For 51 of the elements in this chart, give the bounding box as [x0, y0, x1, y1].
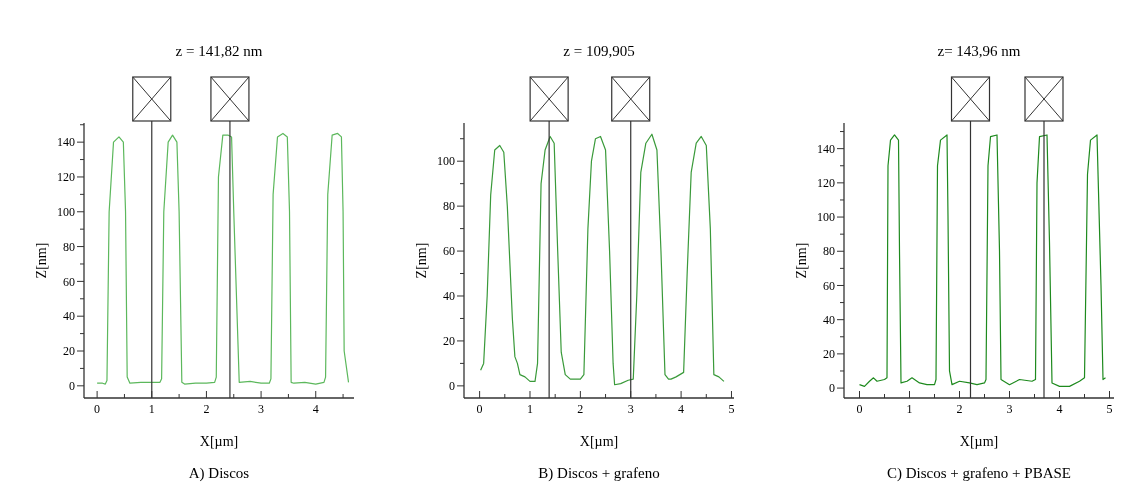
x-tick-label: 0: [476, 402, 483, 416]
x-tick-label: 2: [203, 402, 210, 416]
y-tick-label: 100: [817, 210, 835, 225]
x-tick-label: 0: [94, 402, 101, 416]
y-tick-label: 80: [443, 199, 455, 214]
chart-title: z = 141,82 nm: [175, 43, 263, 59]
y-tick-label: 120: [817, 176, 835, 191]
x-tick-label: 1: [148, 402, 155, 416]
y-tick-label: 20: [63, 344, 75, 359]
x-tick-label: 1: [906, 402, 913, 416]
x-tick-label: 3: [258, 402, 265, 416]
x-axis-title: X[µm]: [579, 434, 619, 449]
x-tick-label: 5: [728, 402, 735, 416]
y-tick-label: 40: [63, 309, 75, 324]
x-tick-label: 4: [1056, 402, 1063, 416]
x-tick-label: 2: [956, 402, 963, 416]
y-tick-label: 80: [63, 239, 75, 254]
y-tick-label: 40: [443, 289, 455, 304]
y-tick-label: 140: [817, 141, 835, 156]
y-tick-label: 100: [57, 204, 75, 219]
y-tick-label: 60: [63, 274, 75, 289]
x-axis-title: X[µm]: [959, 434, 999, 449]
x-tick-label: 4: [312, 402, 319, 416]
x-tick-label: 5: [1106, 402, 1113, 416]
y-tick-label: 120: [57, 170, 75, 185]
y-tick-label: 60: [823, 278, 835, 293]
y-tick-label: 0: [829, 381, 835, 396]
x-tick-label: 0: [856, 402, 863, 416]
y-tick-label: 20: [443, 334, 455, 349]
x-tick-label: 4: [678, 402, 685, 416]
y-tick-label: 20: [823, 347, 835, 362]
x-tick-label: 1: [526, 402, 533, 416]
y-tick-label: 80: [823, 244, 835, 259]
y-tick-label: 60: [443, 244, 455, 259]
y-axis-title: Z[nm]: [414, 242, 429, 279]
y-axis-title: Z[nm]: [794, 242, 809, 279]
y-axis-title: Z[nm]: [34, 242, 49, 279]
chart-title: z = 109,905: [563, 43, 635, 59]
y-tick-label: 100: [437, 154, 455, 169]
x-tick-label: 3: [1006, 402, 1013, 416]
text: B) Discos + grafeno: [538, 465, 660, 482]
text: A) Discos: [188, 465, 250, 482]
x-tick-label: 2: [577, 402, 584, 416]
y-tick-label: 0: [449, 379, 455, 394]
chart-title: z= 143,96 nm: [937, 43, 1021, 59]
x-tick-label: 3: [627, 402, 634, 416]
y-tick-label: 0: [69, 379, 75, 394]
y-tick-label: 140: [57, 135, 75, 150]
y-tick-label: 40: [823, 312, 835, 327]
text: C) Discos + grafeno + PBASE: [887, 465, 1071, 482]
x-axis-title: X[µm]: [199, 434, 239, 449]
